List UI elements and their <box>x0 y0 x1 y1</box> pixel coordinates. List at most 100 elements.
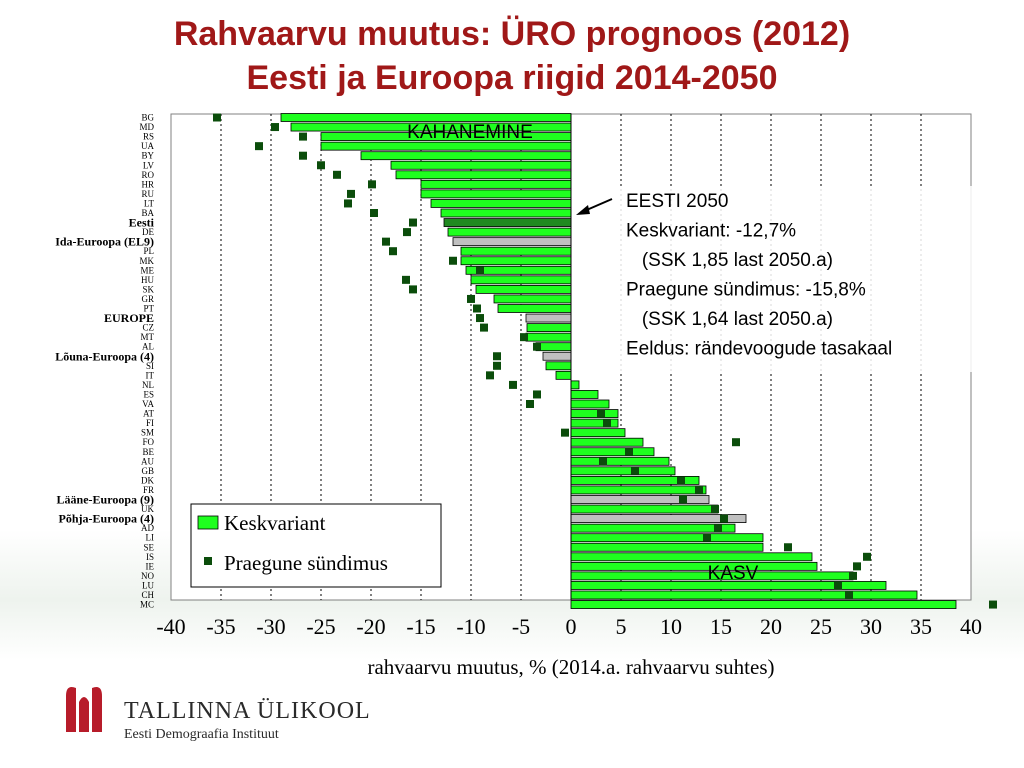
bar-l-una-euroopa-4- <box>542 351 572 361</box>
bar-cz <box>526 323 572 333</box>
x-tick-label: -25 <box>306 614 335 639</box>
bar-uk <box>570 504 719 514</box>
x-axis-label: rahvaarvu muutus, % (2014.a. rahvaarvu s… <box>367 655 774 679</box>
bar-sk <box>475 284 572 294</box>
marker-at <box>597 409 605 418</box>
category-label: SE <box>143 542 154 552</box>
marker-mc <box>989 600 997 609</box>
eesti-info-line: Keskvariant: -12,7% <box>626 221 796 242</box>
bar-at <box>570 409 619 418</box>
category-label: FO <box>142 437 154 447</box>
marker-ro <box>333 170 341 179</box>
x-tick-label: -30 <box>256 614 285 639</box>
marker-ad <box>714 524 722 533</box>
bar-ie <box>570 561 818 571</box>
category-label: IE <box>146 561 155 571</box>
marker-p-hja-euroopa-4- <box>720 514 728 523</box>
marker-ua <box>255 142 263 151</box>
x-tick-label: 35 <box>910 614 932 639</box>
x-tick-label: 10 <box>660 614 682 639</box>
category-label: MT <box>141 332 155 342</box>
marker-pt <box>473 304 481 313</box>
category-label: RU <box>141 189 154 199</box>
category-label: RS <box>143 132 154 142</box>
category-label: FR <box>143 485 154 495</box>
marker-hu <box>402 275 410 284</box>
bar-ba <box>440 208 572 218</box>
category-label: HU <box>141 275 154 285</box>
bar-p-hja-euroopa-4- <box>570 514 747 523</box>
chart-title-line2: Eesti ja Euroopa riigid 2014-2050 <box>246 59 778 97</box>
marker-mt <box>520 333 528 342</box>
marker-gb <box>631 466 639 475</box>
category-label: EUROPE <box>104 311 154 325</box>
bar-bg <box>280 113 572 122</box>
legend-label-praegune: Praegune sündimus <box>224 551 388 575</box>
category-label: Lõuna-Euroopa (4) <box>55 349 154 363</box>
marker-md <box>271 123 279 132</box>
bar-pl <box>460 246 572 256</box>
bar-fo <box>570 437 644 447</box>
bar-mk <box>460 256 572 266</box>
category-label: DE <box>142 227 154 237</box>
category-label: IT <box>146 370 155 380</box>
bar-hu <box>470 275 572 285</box>
bar-it <box>555 370 572 380</box>
marker-fo <box>732 438 740 447</box>
bar-es <box>570 390 599 399</box>
marker-lu <box>834 581 842 590</box>
marker-ch <box>845 591 853 599</box>
bar-ch <box>570 590 918 600</box>
eesti-info-line: EESTI 2050 <box>626 191 728 212</box>
bar-l-ne-euroopa-9- <box>570 495 710 504</box>
x-tick-label: -15 <box>406 614 435 639</box>
marker-eesti <box>409 218 417 227</box>
marker-cz <box>480 323 488 332</box>
category-label: RO <box>141 170 154 180</box>
x-tick-label: -35 <box>206 614 235 639</box>
category-label: ME <box>141 265 155 275</box>
category-label: BG <box>141 113 154 123</box>
marker-europe <box>476 314 484 323</box>
category-label: FI <box>146 418 154 428</box>
bar-nl <box>570 380 580 390</box>
bar-de <box>447 227 572 237</box>
marker-sk <box>409 285 417 294</box>
category-label: Põhja-Euroopa (4) <box>59 512 154 526</box>
eesti-info-line: Praegune sündimus: -15,8% <box>626 280 866 301</box>
bar-gr <box>493 294 572 304</box>
category-label: MC <box>140 600 154 610</box>
legend-label-keskvariant: Keskvariant <box>224 511 326 535</box>
marker-sm <box>561 428 569 437</box>
marker-de <box>403 228 411 237</box>
marker-va <box>526 400 534 408</box>
kasv-label: KASV <box>708 563 759 584</box>
bar-hr <box>420 179 572 189</box>
eesti-arrow-head <box>576 205 590 215</box>
marker-be <box>625 447 633 456</box>
bar-ida-euroopa-el9- <box>452 237 572 247</box>
category-label: Lääne-Euroopa (9) <box>57 493 154 507</box>
marker-hr <box>368 180 376 189</box>
bar-al <box>535 342 572 352</box>
marker-ie <box>853 562 861 571</box>
marker-by <box>299 151 307 160</box>
marker-ida-euroopa-el9- <box>382 237 390 246</box>
bar-fr <box>570 485 707 495</box>
category-label: AD <box>141 523 154 533</box>
bar-lt <box>430 199 572 208</box>
category-label: BA <box>141 208 154 218</box>
category-label: CZ <box>142 323 154 333</box>
marker-pl <box>389 247 397 256</box>
marker-bg <box>213 113 221 122</box>
bar-eesti <box>443 218 572 227</box>
bar-is <box>570 552 813 562</box>
org-name: TALLINNA ÜLIKOOL <box>124 698 371 724</box>
category-label: BY <box>141 151 154 161</box>
eesti-info-line: Eeldus: rändevoogude tasakaal <box>626 339 892 360</box>
bar-europe <box>525 313 572 323</box>
chart-title: Rahvaarvu muutus: ÜRO prognoos (2012) Ee… <box>0 12 1024 100</box>
category-label: SK <box>142 284 154 294</box>
category-label: LU <box>142 580 154 590</box>
category-label: HR <box>141 179 154 189</box>
